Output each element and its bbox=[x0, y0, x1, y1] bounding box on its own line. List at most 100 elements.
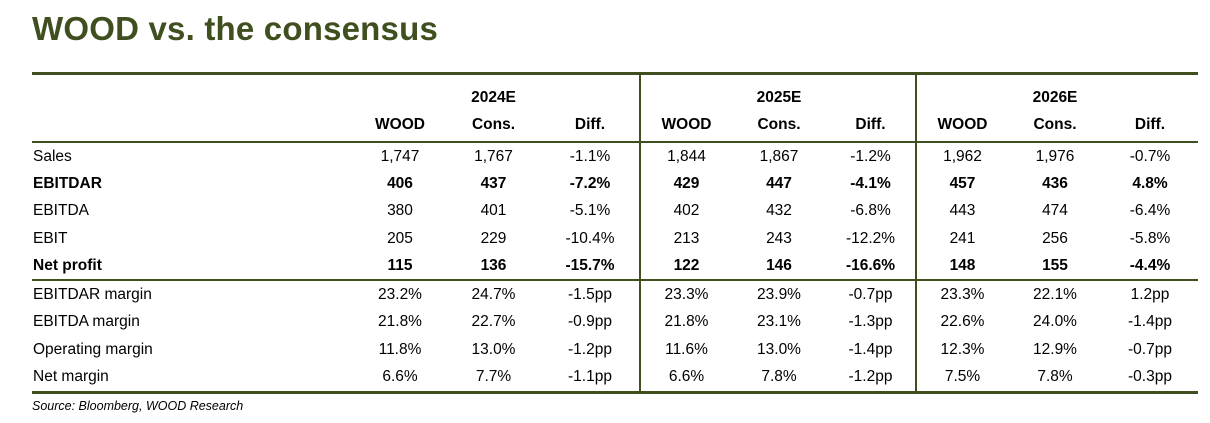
table-cell: 243 bbox=[766, 229, 792, 247]
row-label: Net profit bbox=[32, 252, 354, 282]
table-cell: 21.8% bbox=[378, 313, 422, 331]
table-cell: 7.5% bbox=[915, 363, 1008, 394]
table-cell: 229 bbox=[480, 229, 507, 247]
table-cell: 1,844 bbox=[639, 142, 732, 171]
table-cell: 457 bbox=[915, 170, 1008, 198]
table-cell: 1.2pp bbox=[1130, 286, 1170, 304]
table-cell: -0.7% bbox=[1129, 147, 1171, 165]
table-row: EBITDAR 406 437 -7.2% 429 447 -4.1% 457 436 4.8% bbox=[32, 170, 1198, 198]
table-cell: -1.1pp bbox=[541, 363, 640, 394]
table-cell: 13.0% bbox=[757, 340, 801, 358]
table-cell: 12.9% bbox=[1033, 340, 1077, 358]
col-header-wood: WOOD bbox=[915, 109, 1008, 143]
table-row: EBITDA margin 21.8% 22.7% -0.9pp 21.8% 23.1% -… bbox=[32, 308, 1198, 337]
table-cell: -4.1% bbox=[850, 174, 891, 192]
row-label: Operating margin bbox=[33, 340, 153, 358]
table-cell: 1,867 bbox=[759, 147, 799, 165]
col-header-cons: Cons. bbox=[446, 109, 541, 143]
table-cell: -0.9pp bbox=[568, 313, 612, 331]
table-cell: -7.2% bbox=[569, 174, 611, 192]
table-cell: -10.4% bbox=[565, 229, 615, 247]
table-cell: 146 bbox=[732, 252, 826, 282]
table-cell: 11.6% bbox=[639, 336, 732, 364]
table-cell: -0.3pp bbox=[1102, 363, 1198, 394]
table-cell: -15.7% bbox=[541, 252, 640, 282]
table-cell: -4.4% bbox=[1102, 252, 1198, 282]
table-cell: 6.6% bbox=[354, 363, 446, 394]
row-label: EBITDA margin bbox=[33, 313, 140, 331]
table-cell: -1.2pp bbox=[568, 340, 612, 358]
year-header-row: 2024E 2025E 2026E bbox=[32, 72, 1198, 109]
table-row: EBIT 205 229 -10.4% 213 243 -12.2% 241 256 -5.8% bbox=[32, 224, 1198, 253]
table-cell: 402 bbox=[639, 197, 732, 225]
table-cell: -16.6% bbox=[826, 252, 916, 282]
header-blank bbox=[32, 72, 354, 109]
table-cell: 7.7% bbox=[446, 363, 541, 394]
row-label: Sales bbox=[33, 147, 72, 165]
table-cell: 6.6% bbox=[639, 363, 732, 394]
row-label: EBITDAR bbox=[33, 174, 102, 192]
header-blank bbox=[915, 72, 1008, 109]
col-header-cons: Cons. bbox=[732, 109, 826, 143]
table-row: EBITDA 380 401 -5.1% 402 432 -6.8% 443 474 -6.4% bbox=[32, 197, 1198, 225]
table-cell: -6.8% bbox=[850, 202, 891, 220]
header-blank bbox=[354, 72, 446, 109]
table-cell: 1,747 bbox=[380, 147, 420, 165]
table-cell: 23.1% bbox=[757, 313, 801, 331]
row-label: EBITDA bbox=[33, 202, 89, 220]
table-cell: 155 bbox=[1008, 252, 1102, 282]
table-cell: -12.2% bbox=[845, 229, 896, 247]
table-cell: 24.0% bbox=[1033, 313, 1077, 331]
table-cell: -0.7pp bbox=[1128, 340, 1172, 358]
table-cell: 401 bbox=[480, 202, 507, 220]
year-header-2024: 2024E bbox=[446, 72, 541, 109]
table-row: Operating margin 11.8% 13.0% -1.2pp 11.6% 13.… bbox=[32, 336, 1198, 364]
table-cell: 22.6% bbox=[915, 308, 1008, 337]
table-cell: 1,976 bbox=[1035, 147, 1075, 165]
table-cell: 12.3% bbox=[915, 336, 1008, 364]
table-cell: 115 bbox=[354, 252, 446, 282]
table-cell: 21.8% bbox=[639, 308, 732, 337]
year-header-2025: 2025E bbox=[732, 72, 826, 109]
col-header-diff: Diff. bbox=[541, 109, 640, 143]
table-cell: 205 bbox=[387, 229, 413, 247]
table-cell: 406 bbox=[387, 174, 413, 192]
table-cell: -6.4% bbox=[1129, 202, 1171, 220]
table-row: Net profit 115 136 -15.7% 122 146 -16.6% 148 155… bbox=[32, 252, 1198, 282]
table-cell: 7.8% bbox=[1008, 363, 1102, 394]
table-cell: 136 bbox=[446, 252, 541, 282]
table-cell: 22.7% bbox=[471, 313, 516, 331]
table-body: Sales 1,747 1,767 -1.1% 1,844 1,867 -1.2% 1,962… bbox=[32, 142, 1198, 394]
table-cell: -5.1% bbox=[569, 202, 611, 220]
subheader-row: WOOD Cons. Diff. WOOD Cons. Diff. WOOD C… bbox=[32, 109, 1198, 143]
table-cell: -1.2% bbox=[850, 147, 891, 165]
table-cell: 23.2% bbox=[378, 286, 422, 304]
col-header-wood: WOOD bbox=[354, 109, 446, 143]
table-cell: 24.7% bbox=[471, 286, 516, 304]
row-label: EBITDAR margin bbox=[33, 286, 152, 304]
table-cell: -5.8% bbox=[1129, 229, 1171, 247]
page-title: WOOD vs. the consensus bbox=[32, 10, 438, 47]
col-header-cons: Cons. bbox=[1008, 109, 1102, 143]
col-header-diff: Diff. bbox=[826, 109, 916, 143]
header-blank bbox=[826, 72, 916, 109]
table-cell: 23.3% bbox=[639, 280, 732, 309]
table-row: Net margin 6.6% 7.7% -1.1pp 6.6% 7.8% -1.2pp 7.… bbox=[32, 363, 1198, 394]
row-label: Net margin bbox=[32, 363, 354, 394]
table-cell: 256 bbox=[1042, 229, 1068, 247]
table-cell: 429 bbox=[639, 170, 732, 198]
table-cell: 7.8% bbox=[732, 363, 826, 394]
table-cell: 437 bbox=[480, 174, 507, 192]
table-cell: 380 bbox=[387, 202, 413, 220]
header-blank bbox=[32, 109, 354, 143]
table-cell: -1.4pp bbox=[848, 340, 893, 358]
year-header-2026: 2026E bbox=[1008, 72, 1102, 109]
table-cell: 436 bbox=[1042, 174, 1068, 192]
table-cell: 23.9% bbox=[757, 286, 801, 304]
table-cell: -1.5pp bbox=[568, 286, 612, 304]
table-cell: 122 bbox=[639, 252, 732, 282]
source-note: Source: Bloomberg, WOOD Research bbox=[32, 399, 244, 413]
table-cell: 1,767 bbox=[474, 147, 513, 165]
table-cell: 241 bbox=[915, 224, 1008, 253]
row-label: EBIT bbox=[33, 229, 68, 247]
